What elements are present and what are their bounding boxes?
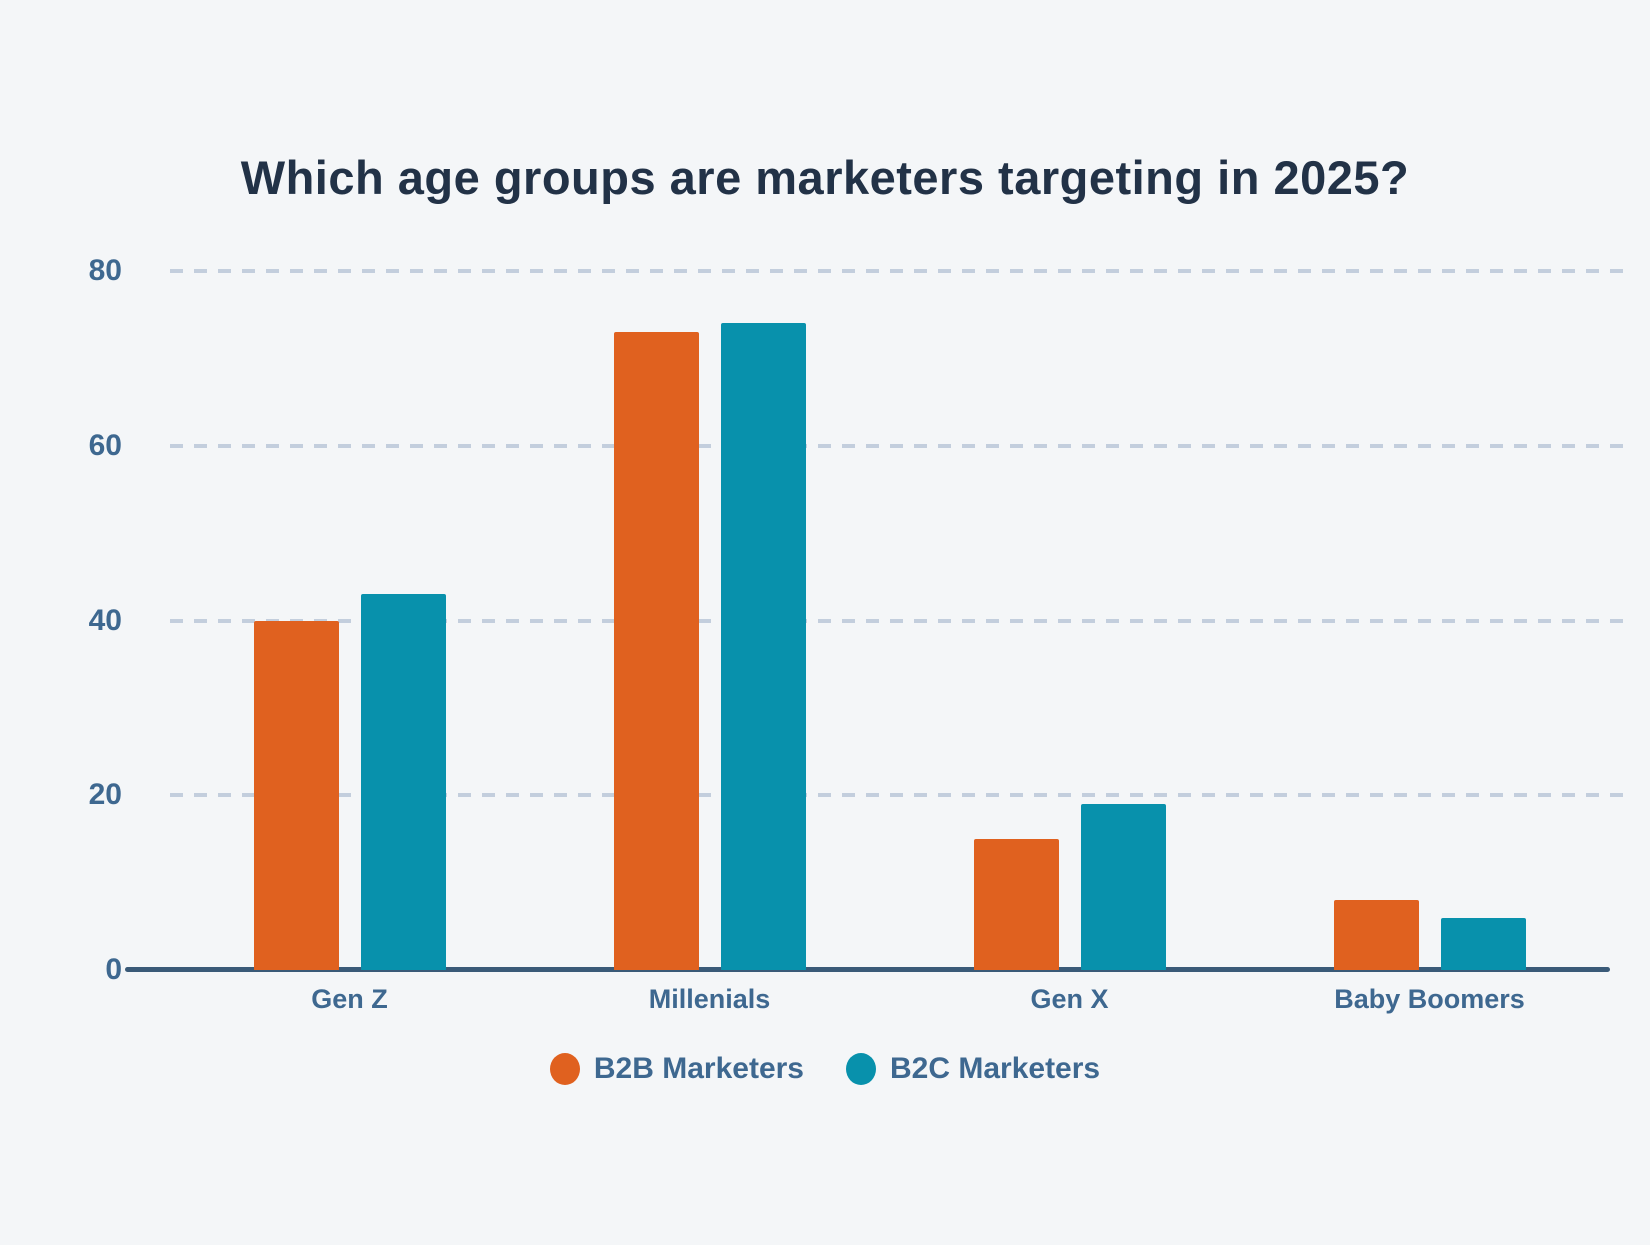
legend-label-b2c: B2C Marketers [890,1052,1101,1085]
bar-b2b-marketers-gen-x [973,838,1059,970]
legend-label-b2b: B2B Marketers [593,1052,804,1085]
chart-title: Which age groups are marketers targeting… [240,151,1410,204]
gridline-20 [170,793,1632,798]
legend-item-b2c: B2C Marketers [846,1052,1100,1086]
bar-b2c-marketers-baby-boomers [1440,917,1526,970]
b2c-swatch-icon [846,1053,876,1085]
bar-b2b-marketers-baby-boomers [1333,900,1419,970]
y-tick-label-60: 60 [88,428,122,462]
gridline-60 [170,443,1632,448]
y-tick-label-80: 80 [88,254,122,287]
x-label-millenials: Millenials [648,984,771,1014]
y-tick-label-0: 0 [105,953,122,986]
bar-b2c-marketers-gen-x [1080,803,1166,970]
gridline-40 [170,618,1632,623]
legend: B2B Marketers B2C Marketers [0,1052,1650,1086]
y-tick-label-40: 40 [88,603,122,637]
b2b-swatch-icon [549,1053,580,1085]
legend-item-b2b: B2B Marketers [549,1052,804,1086]
bar-b2c-marketers-gen-z [360,594,446,970]
x-label-baby-boomers: Baby Boomers [1334,984,1525,1014]
gridline-80 [170,269,1632,273]
x-axis-line [125,967,1610,972]
bar-b2b-marketers-gen-z [253,620,339,970]
bar-b2b-marketers-millenials [613,332,699,970]
x-label-gen-x: Gen X [1030,984,1109,1014]
x-label-gen-z: Gen Z [311,984,388,1014]
bar-b2c-marketers-millenials [720,323,806,970]
y-tick-label-20: 20 [88,778,122,812]
